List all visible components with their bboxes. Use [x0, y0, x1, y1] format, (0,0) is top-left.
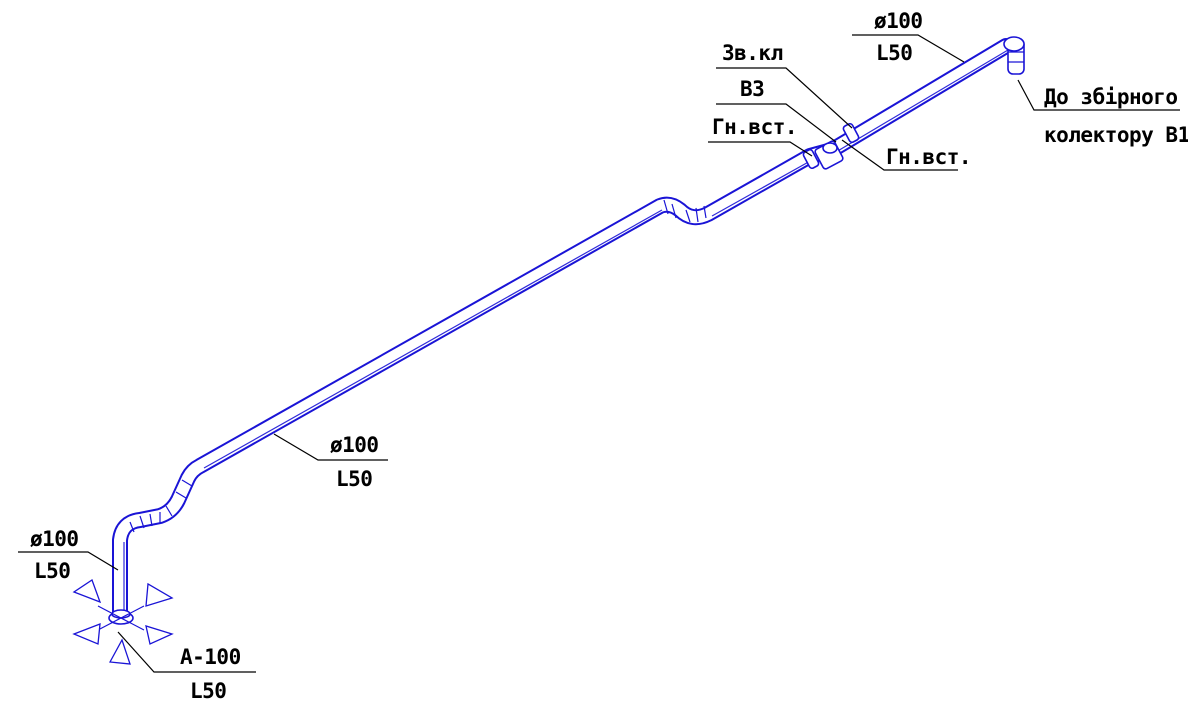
outlet-code-label: А-100 [180, 645, 241, 669]
top-length-label: L50 [876, 41, 912, 65]
insert-right-label: Гн.вст. [886, 145, 971, 169]
elbow-marks [129, 199, 707, 533]
outlet-length-label: L50 [190, 679, 226, 703]
valve-assembly [802, 122, 860, 170]
riser-diameter-label: ø100 [30, 527, 79, 551]
mid-length-label: L50 [336, 467, 372, 491]
collector-riser [1003, 36, 1025, 75]
valve-sub-label: В3 [740, 77, 764, 101]
outlet-direction-arrows [72, 579, 174, 665]
top-diameter-label: ø100 [874, 9, 923, 33]
collector-label-line2: колектору В1 [1044, 123, 1188, 147]
leader-lines [18, 34, 1180, 673]
valve-label: Зв.кл [722, 41, 783, 65]
mid-diameter-label: ø100 [330, 433, 379, 457]
insert-left-label: Гн.вст. [712, 115, 797, 139]
pipe-run [112, 38, 1014, 620]
collector-label-line1: До збірного [1044, 85, 1178, 109]
riser-length-label: L50 [34, 559, 70, 583]
floor-outlet [97, 605, 145, 631]
